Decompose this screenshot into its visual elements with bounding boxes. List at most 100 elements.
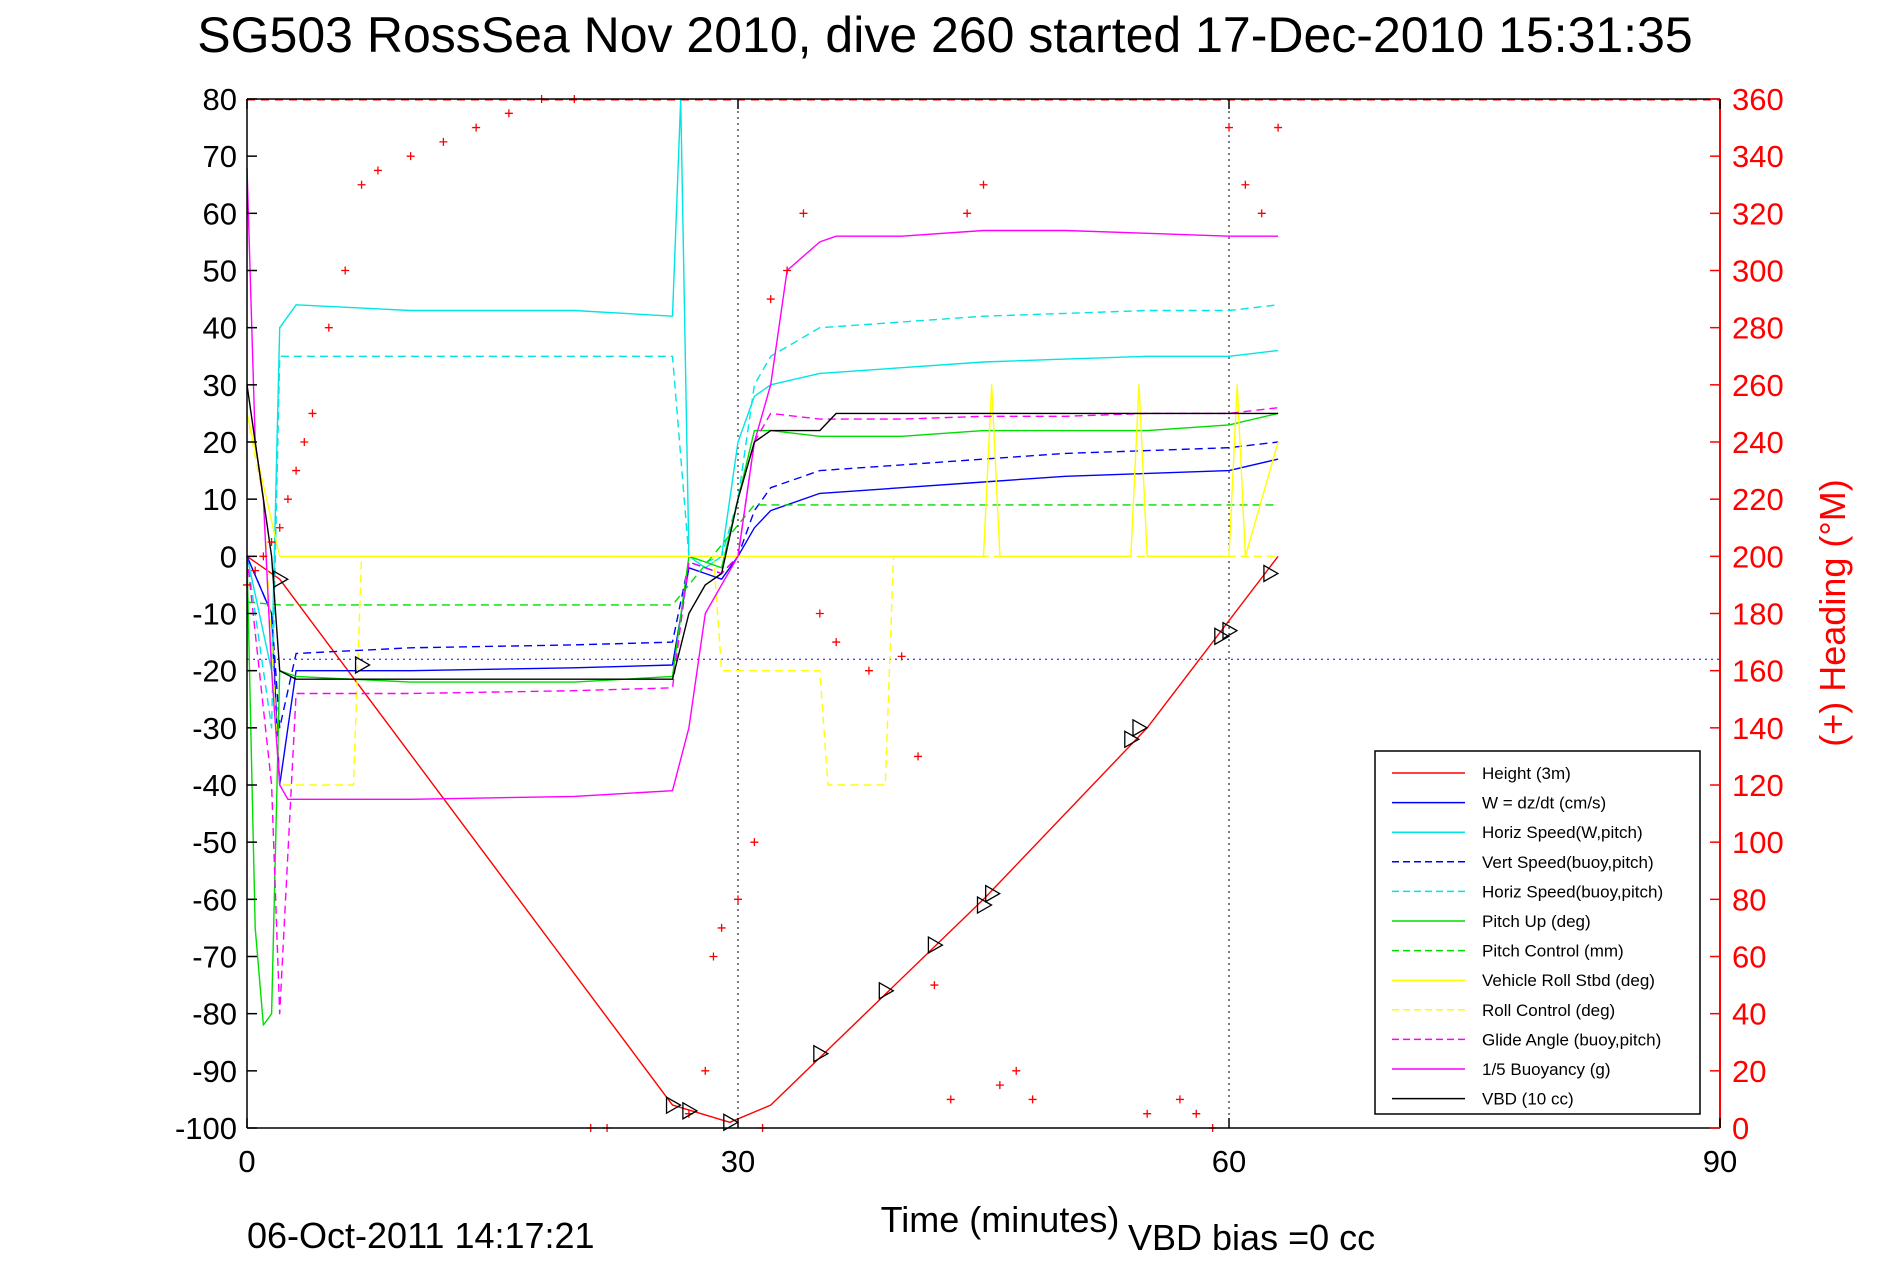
legend-entry-label: Vert Speed(buoy,pitch)	[1482, 853, 1654, 872]
y2-tick-label: 60	[1732, 940, 1766, 975]
legend-entry-label: 1/5 Buoyancy (g)	[1482, 1060, 1611, 1079]
height-sample-marker	[1124, 730, 1141, 749]
legend-entry-label: Height (3m)	[1482, 764, 1571, 783]
height-sample-marker	[273, 570, 290, 589]
series-line-10	[246, 167, 1279, 800]
y2-tick-label: 200	[1732, 539, 1784, 574]
heading-point	[1028, 1095, 1037, 1104]
heading-point	[979, 180, 988, 189]
heading-point	[914, 752, 923, 761]
y-tick-label: -50	[192, 825, 237, 860]
y-tick-label: 30	[203, 368, 237, 403]
y-tick-label: 0	[220, 539, 237, 574]
y2-tick-label: 340	[1732, 139, 1784, 174]
heading-point	[341, 266, 350, 275]
y-tick-label: -30	[192, 711, 237, 746]
heading-point	[324, 323, 333, 332]
legend-entry-label: Pitch Control (mm)	[1482, 942, 1624, 961]
y-tick-label: -40	[192, 768, 237, 803]
y-axis-right: 3603403203002802602402202001801601401201…	[1710, 82, 1784, 1146]
heading-point	[930, 981, 939, 990]
series-line-0	[246, 555, 1279, 1124]
height-sample-marker	[976, 895, 993, 915]
heading-point	[439, 137, 448, 146]
x-axis-label: Time (minutes)	[881, 1199, 1120, 1240]
y2-tick-label: 220	[1732, 482, 1784, 517]
height-sample-marker	[354, 655, 371, 675]
y-tick-label: 20	[203, 425, 237, 460]
y2-tick-label: 180	[1732, 597, 1784, 632]
y2-tick-label: 100	[1732, 825, 1784, 860]
legend-entry-label: Pitch Up (deg)	[1482, 912, 1591, 931]
series-layer	[246, 98, 1279, 1124]
series-line-11	[246, 384, 1279, 680]
heading-point	[1241, 180, 1250, 189]
height-sample-marker	[1132, 718, 1149, 737]
height-sample-marker	[723, 1113, 740, 1132]
y-tick-label: -90	[192, 1054, 237, 1089]
y-tick-label: 80	[203, 82, 237, 117]
y2-tick-label: 240	[1732, 425, 1784, 460]
heading-point	[717, 923, 726, 932]
y2-tick-label: 300	[1732, 254, 1784, 289]
series-line-9	[246, 407, 1279, 1015]
heading-point	[1225, 123, 1233, 132]
heading-point	[832, 638, 841, 647]
height-sample-marker	[1222, 621, 1239, 640]
height-sample-marker	[927, 935, 944, 955]
heading-point	[963, 209, 972, 218]
legend-entry-label: VBD (10 cc)	[1482, 1090, 1574, 1109]
heading-point	[946, 1095, 955, 1104]
x-tick-label: 30	[721, 1144, 755, 1179]
height-sample-marker	[813, 1044, 830, 1063]
heading-point	[897, 652, 906, 661]
heading-point	[308, 409, 317, 418]
y-tick-label: 10	[203, 482, 237, 517]
height-sample-marker	[878, 981, 895, 1000]
heading-point	[783, 266, 792, 275]
heading-point	[864, 666, 873, 675]
heading-point	[1192, 1109, 1201, 1118]
series-line-1	[246, 458, 1279, 786]
y2-tick-label: 120	[1732, 768, 1784, 803]
series-line-7	[246, 384, 1279, 557]
y2-tick-label: 20	[1732, 1054, 1766, 1089]
y2-tick-label: 260	[1732, 368, 1784, 403]
heading-point	[815, 609, 824, 618]
height-sample-marker	[682, 1101, 699, 1120]
y-tick-label: 70	[203, 139, 237, 174]
heading-point	[472, 123, 481, 132]
heading-point	[799, 209, 808, 218]
legend-entry-label: Roll Control (deg)	[1482, 1001, 1615, 1020]
y2-tick-label: 0	[1732, 1111, 1749, 1146]
y-tick-label: 40	[203, 311, 237, 346]
series-line-6	[246, 504, 1279, 606]
heading-point	[300, 438, 309, 446]
heading-point	[1274, 123, 1283, 132]
legend-box	[1374, 750, 1701, 1115]
series-line-8	[246, 413, 1279, 786]
footer-vbd-bias: VBD bias =0 cc	[1128, 1217, 1375, 1258]
y2-tick-label: 360	[1732, 82, 1784, 117]
heading-point	[259, 552, 268, 561]
y2-tick-label: 280	[1732, 311, 1784, 346]
legend-entry-label: Vehicle Roll Stbd (deg)	[1482, 971, 1655, 990]
heading-point	[750, 838, 759, 847]
y-axis-left: 80 70 60 50 40 30 20 10 0 -10 -20 -30 -40 -50 -60 -70 -8…	[175, 82, 257, 1146]
heading-markers	[243, 95, 1283, 1132]
height-sample-marker	[1263, 564, 1280, 583]
legend: Height (3m) W = dz/dt (cm/s) Horiz Speed(W…	[1374, 750, 1701, 1115]
y-tick-label: -20	[192, 654, 237, 689]
height-sample-marker	[665, 1096, 682, 1115]
series-line-5	[246, 412, 1279, 1026]
legend-entry-label: Horiz Speed(W,pitch)	[1482, 823, 1643, 842]
heading-point	[283, 495, 292, 504]
y-tick-label: -100	[175, 1111, 237, 1146]
y2-tick-label: 320	[1732, 196, 1784, 231]
x-tick-label: 90	[1703, 1144, 1737, 1179]
heading-point	[1143, 1109, 1152, 1118]
grid-lines	[247, 99, 1720, 1128]
heading-point	[267, 538, 276, 547]
heading-point	[734, 895, 742, 904]
heading-point	[1175, 1095, 1184, 1104]
